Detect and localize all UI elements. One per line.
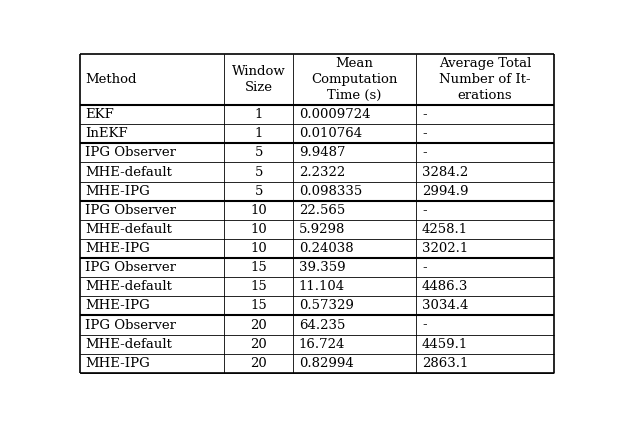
Text: 64.235: 64.235 [298, 318, 345, 331]
Text: 20: 20 [250, 357, 267, 370]
Text: IPG Observer: IPG Observer [85, 204, 176, 217]
Text: 15: 15 [250, 299, 267, 312]
Text: -: - [422, 127, 426, 140]
Text: 2994.9: 2994.9 [422, 184, 468, 197]
Text: Method: Method [85, 73, 137, 86]
Text: MHE-IPG: MHE-IPG [85, 184, 150, 197]
Text: 3034.4: 3034.4 [422, 299, 468, 312]
Text: -: - [422, 108, 426, 121]
Text: 16.724: 16.724 [298, 338, 345, 351]
Text: IPG Observer: IPG Observer [85, 261, 176, 274]
Text: 1: 1 [255, 108, 263, 121]
Text: 2863.1: 2863.1 [422, 357, 468, 370]
Text: 10: 10 [250, 242, 267, 255]
Text: IPG Observer: IPG Observer [85, 318, 176, 331]
Text: -: - [422, 261, 426, 274]
Text: 0.0009724: 0.0009724 [298, 108, 370, 121]
Text: MHE-default: MHE-default [85, 338, 172, 351]
Text: 15: 15 [250, 261, 267, 274]
Text: 4459.1: 4459.1 [422, 338, 468, 351]
Text: MHE-default: MHE-default [85, 280, 172, 293]
Text: 11.104: 11.104 [298, 280, 345, 293]
Text: 5.9298: 5.9298 [298, 223, 345, 236]
Text: 2.2322: 2.2322 [298, 165, 345, 178]
Text: 0.010764: 0.010764 [298, 127, 362, 140]
Text: 5: 5 [255, 165, 263, 178]
Text: 39.359: 39.359 [298, 261, 345, 274]
Text: 0.098335: 0.098335 [298, 184, 362, 197]
Text: 15: 15 [250, 280, 267, 293]
Text: 10: 10 [250, 204, 267, 217]
Text: 20: 20 [250, 318, 267, 331]
Text: 1: 1 [255, 127, 263, 140]
Text: Window
Size: Window Size [232, 65, 286, 94]
Text: 5: 5 [255, 146, 263, 159]
Text: 20: 20 [250, 338, 267, 351]
Text: Average Total
Number of It-
erations: Average Total Number of It- erations [439, 57, 531, 102]
Text: 0.82994: 0.82994 [298, 357, 353, 370]
Text: 9.9487: 9.9487 [298, 146, 345, 159]
Text: MHE-IPG: MHE-IPG [85, 242, 150, 255]
Text: 4486.3: 4486.3 [422, 280, 468, 293]
Text: MHE-default: MHE-default [85, 223, 172, 236]
Text: -: - [422, 146, 426, 159]
Text: MHE-IPG: MHE-IPG [85, 357, 150, 370]
Text: 0.24038: 0.24038 [298, 242, 353, 255]
Text: IPG Observer: IPG Observer [85, 146, 176, 159]
Text: 0.57329: 0.57329 [298, 299, 353, 312]
Text: 3202.1: 3202.1 [422, 242, 468, 255]
Text: 5: 5 [255, 184, 263, 197]
Text: EKF: EKF [85, 108, 114, 121]
Text: 10: 10 [250, 223, 267, 236]
Text: MHE-default: MHE-default [85, 165, 172, 178]
Text: 22.565: 22.565 [298, 204, 345, 217]
Text: 4258.1: 4258.1 [422, 223, 468, 236]
Text: Mean
Computation
Time (s): Mean Computation Time (s) [311, 57, 398, 102]
Text: MHE-IPG: MHE-IPG [85, 299, 150, 312]
Text: 3284.2: 3284.2 [422, 165, 468, 178]
Text: -: - [422, 204, 426, 217]
Text: InEKF: InEKF [85, 127, 128, 140]
Text: -: - [422, 318, 426, 331]
